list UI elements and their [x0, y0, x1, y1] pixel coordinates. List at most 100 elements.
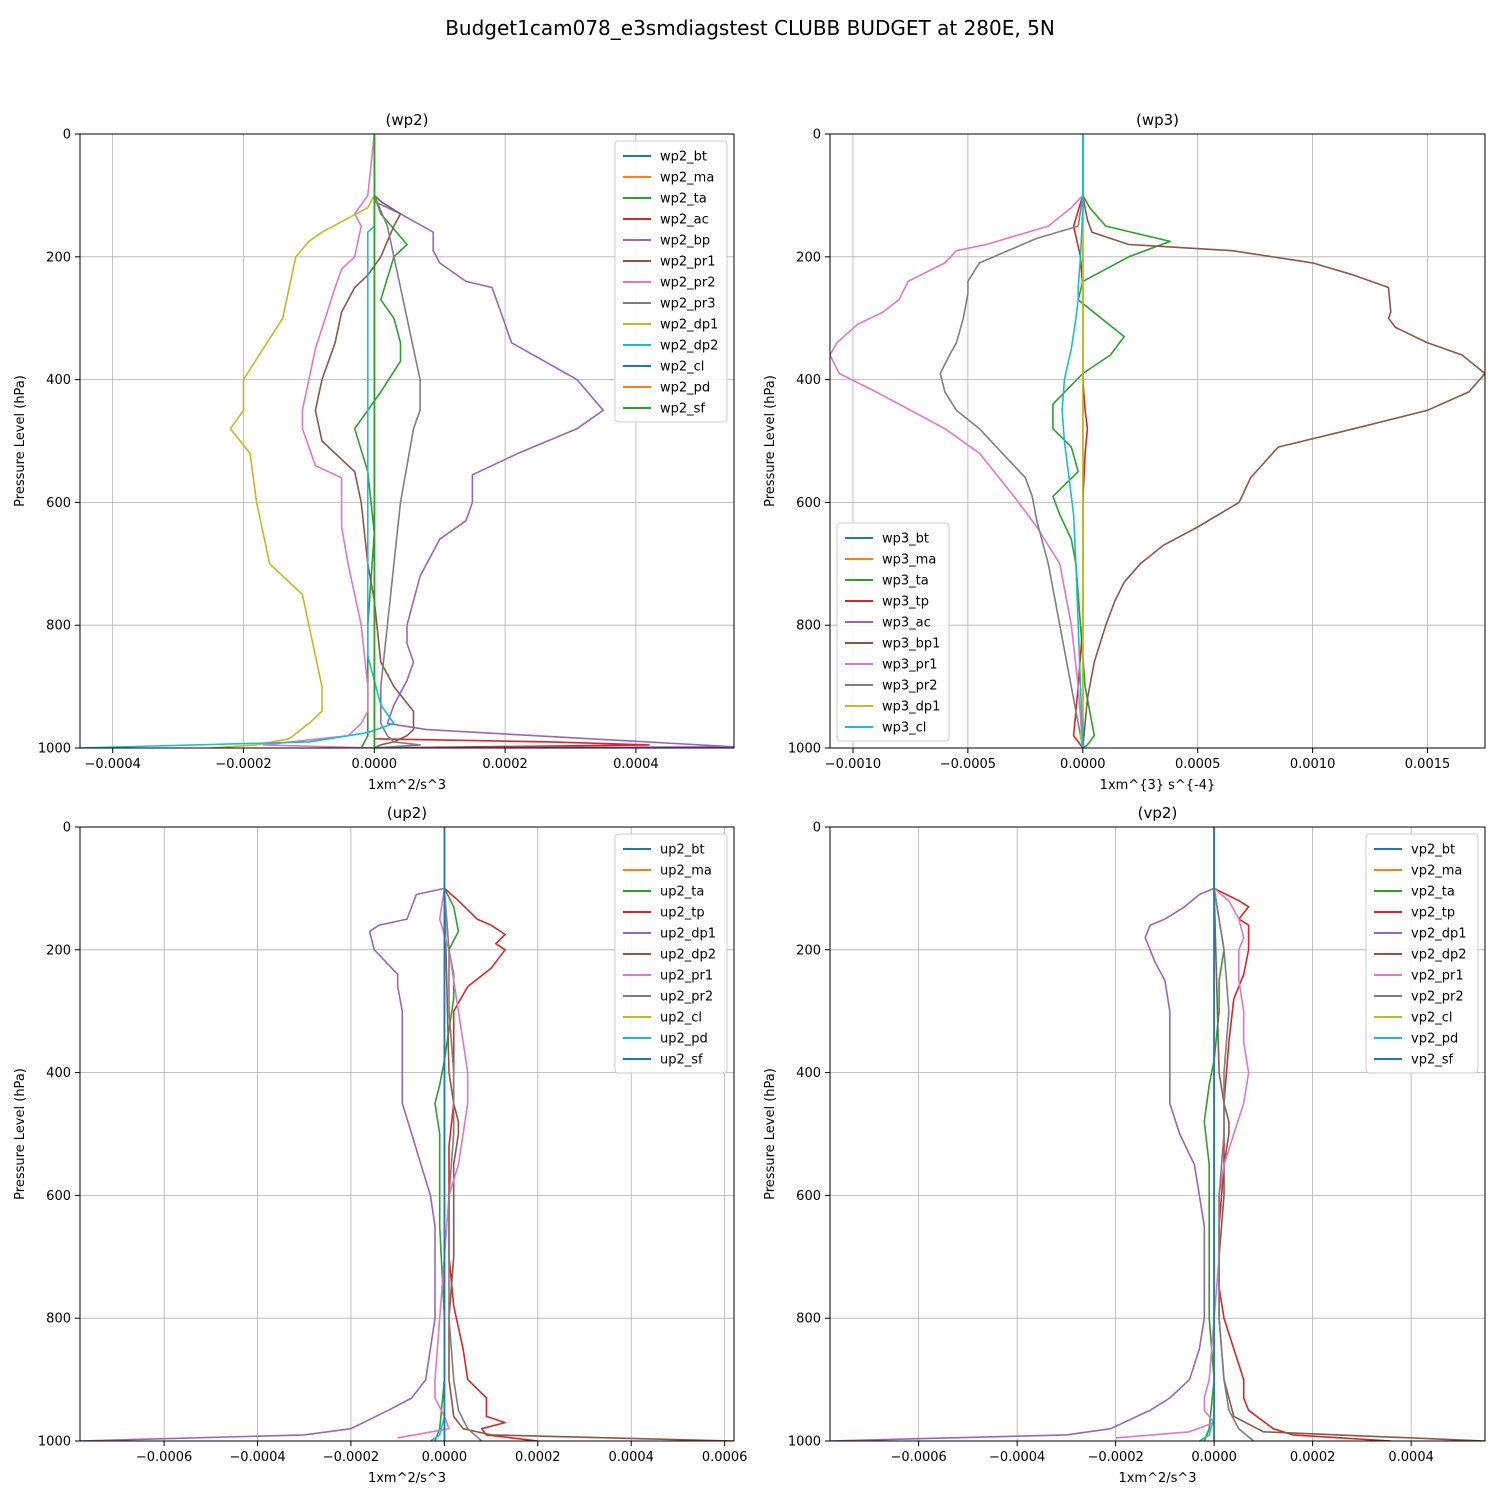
- legend-entry: wp2_dp2: [660, 339, 718, 354]
- legend-entry: wp2_cl: [660, 360, 704, 375]
- x-tick-label: 0.0005: [1175, 757, 1221, 772]
- legend-entry: wp3_dp1: [882, 700, 940, 715]
- x-tick-label: 0.0002: [482, 757, 528, 772]
- legend-entry: vp2_cl: [1411, 1011, 1452, 1026]
- x-tick-label: 0.0004: [608, 1450, 654, 1465]
- legend-entry: up2_tp: [660, 906, 705, 921]
- series-line-vp2_pr1: [1115, 827, 1250, 1439]
- y-tick-label: 0: [63, 128, 71, 143]
- legend: wp2_bt wp2_ma wp2_ta wp2_ac wp2_bp wp2_pr1 wp2…: [614, 140, 728, 423]
- legend-entry: wp2_ma: [660, 171, 714, 186]
- x-tick-label: −0.0002: [1087, 1450, 1143, 1465]
- x-tick-label: −0.0002: [323, 1450, 379, 1465]
- y-tick-label: 1000: [788, 742, 821, 757]
- x-tick-label: 0.0002: [515, 1450, 561, 1465]
- legend-entry: up2_pd: [660, 1032, 708, 1047]
- y-tick-label: 1000: [38, 1435, 71, 1450]
- legend-entry: vp2_ma: [1411, 864, 1462, 879]
- series-line-wp3_bp1: [1082, 134, 1485, 748]
- legend-box: [614, 833, 728, 1074]
- legend-entry: wp2_ac: [660, 213, 709, 228]
- legend-entry: up2_pr1: [660, 969, 713, 984]
- legend-entry: wp2_sf: [660, 402, 705, 417]
- chart-title: (wp3): [1136, 111, 1179, 129]
- y-tick-label: 0: [813, 821, 821, 836]
- legend-entry: wp3_ac: [882, 616, 931, 631]
- legend-entry: wp2_bt: [660, 150, 707, 165]
- legend-entry: wp2_pr1: [660, 255, 716, 270]
- x-tick-label: −0.0006: [136, 1450, 192, 1465]
- legend-entry: up2_pr2: [660, 990, 713, 1005]
- x-tick-label: −0.0004: [989, 1450, 1045, 1465]
- legend-entry: wp3_pr2: [882, 679, 938, 694]
- series-line-vp2_dp1: [830, 827, 1215, 1441]
- legend-entry: vp2_ta: [1411, 885, 1455, 900]
- legend-entry: vp2_dp2: [1411, 948, 1467, 963]
- chart-panel-3: −0.0006 −0.0004 −0.0002 0.0000 0.0002 0.0004 0…: [13, 804, 747, 1486]
- x-axis-label: 1xm^2/s^3: [368, 1471, 446, 1486]
- legend-entry: vp2_pr2: [1411, 990, 1464, 1005]
- chart-title: (up2): [387, 804, 427, 822]
- y-tick-label: 600: [796, 496, 821, 511]
- series-line-wp2_pr3: [373, 134, 421, 748]
- x-tick-label: 0.0000: [422, 1450, 468, 1465]
- legend: vp2_bt vp2_ma vp2_ta vp2_tp vp2_dp1 vp2_dp2vp…: [1365, 833, 1479, 1074]
- chart-title: (wp2): [385, 111, 428, 129]
- x-tick-label: −0.0004: [85, 757, 141, 772]
- legend-entry: wp2_ta: [660, 192, 707, 207]
- y-tick-label: 600: [46, 496, 71, 511]
- y-tick-label: 600: [46, 1189, 71, 1204]
- x-tick-label: 0.0000: [352, 757, 398, 772]
- legend-box: [1365, 833, 1479, 1074]
- series-line-wp2_pr1: [314, 134, 415, 748]
- y-axis-label: Pressure Level (hPa): [13, 1068, 28, 1200]
- x-tick-label: −0.0004: [229, 1450, 285, 1465]
- legend-entry: wp3_bp1: [882, 637, 940, 652]
- legend-entry: wp3_bt: [882, 532, 929, 547]
- axes-frame: [829, 133, 1486, 749]
- series-line-wp2_dp2: [80, 134, 395, 748]
- x-tick-label: −0.0005: [940, 757, 996, 772]
- axes-frame: [79, 133, 735, 749]
- legend-entry: wp2_pd: [660, 381, 710, 396]
- legend-entry: vp2_tp: [1411, 906, 1455, 921]
- y-axis-label: Pressure Level (hPa): [763, 375, 778, 507]
- legend-entry: wp2_dp1: [660, 318, 718, 333]
- legend-box: [836, 522, 950, 742]
- legend-entry: wp3_pr1: [882, 658, 938, 673]
- series-line-up2_pr2: [443, 827, 483, 1441]
- y-tick-label: 0: [63, 821, 71, 836]
- legend-entry: up2_dp1: [660, 927, 716, 942]
- legend-entry: vp2_bt: [1411, 843, 1455, 858]
- y-tick-label: 400: [46, 1066, 71, 1081]
- y-tick-label: 400: [46, 373, 71, 388]
- legend-box: [614, 140, 728, 423]
- legend-entry: wp3_tp: [882, 595, 929, 610]
- y-axis-label: Pressure Level (hPa): [763, 1068, 778, 1200]
- legend-entry: up2_dp2: [660, 948, 716, 963]
- series-line-up2_dp1: [80, 827, 446, 1441]
- chart-panel-4: −0.0006 −0.0004 −0.0002 0.0000 0.0002 0.0004 0…: [763, 804, 1486, 1486]
- series-line-wp3_pr1: [830, 134, 1084, 748]
- legend-entry: up2_ma: [660, 864, 712, 879]
- y-tick-label: 1000: [788, 1435, 821, 1450]
- x-tick-label: 0.0004: [1388, 1450, 1434, 1465]
- y-tick-label: 1000: [38, 742, 71, 757]
- series-line-wp2_pr2: [262, 134, 376, 748]
- axes-frame: [829, 826, 1486, 1442]
- y-tick-label: 800: [46, 1312, 71, 1327]
- series-line-wp2_dp1: [210, 134, 376, 748]
- legend-entry: up2_ta: [660, 885, 704, 900]
- y-tick-label: 200: [46, 943, 71, 958]
- legend-entry: vp2_sf: [1411, 1053, 1453, 1068]
- series-line-vp2_dp2: [1213, 827, 1485, 1441]
- y-tick-label: 400: [796, 373, 821, 388]
- y-tick-label: 800: [46, 619, 71, 634]
- series-line-wp3_cl: [1061, 134, 1084, 748]
- x-tick-label: 0.0000: [1060, 757, 1106, 772]
- legend-entry: vp2_dp1: [1411, 927, 1467, 942]
- x-tick-label: 0.0004: [613, 757, 659, 772]
- legend: up2_bt up2_ma up2_ta up2_tp up2_dp1 up2_dp2up…: [614, 833, 728, 1074]
- x-tick-label: 0.0000: [1191, 1450, 1237, 1465]
